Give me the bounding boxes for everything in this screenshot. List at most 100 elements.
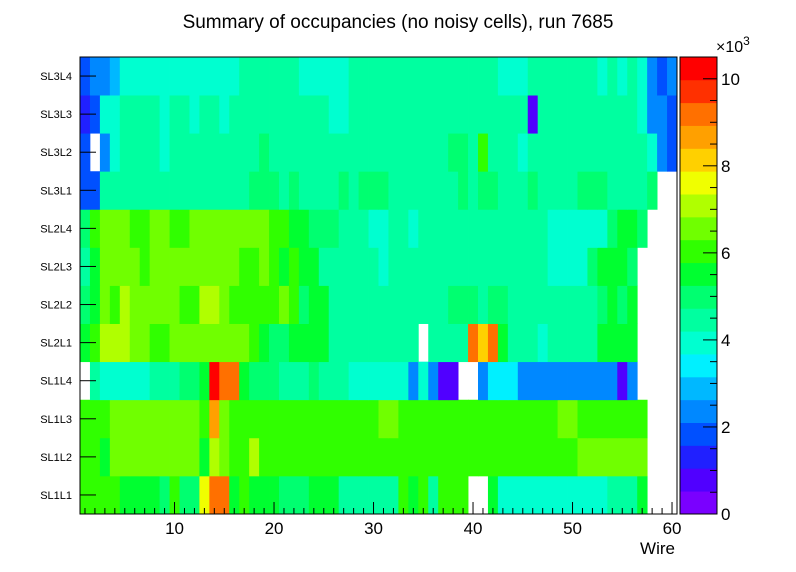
heatmap-cell [597,437,608,477]
heatmap-cell [139,323,151,363]
heatmap-cell [328,399,340,439]
heatmap-cell [547,247,558,286]
heatmap-cell [597,247,608,286]
heatmap-cell [358,437,369,477]
heatmap-cell [219,285,230,324]
heatmap-cell [209,57,220,96]
heatmap-cell [388,95,399,134]
heatmap-cell [617,247,628,286]
heatmap-cell [378,95,389,134]
heatmap-cell [487,95,499,134]
heatmap-cell [487,323,499,363]
heatmap-cell [298,437,310,477]
heatmap-cell [398,285,409,324]
heatmap-cell [288,95,300,134]
heatmap-cell [458,285,469,324]
heatmap-cell [288,209,300,248]
heatmap-cell [219,95,230,134]
heatmap-cell [557,57,568,96]
heatmap-cell [517,361,529,401]
heatmap-cell [179,247,190,286]
colorbar: 0 2 4 6 8 10 [679,56,740,524]
heatmap-cell [607,171,618,210]
heatmap-cell [308,437,320,477]
heatmap-cell [647,171,658,210]
heatmap-cell [318,285,330,324]
heatmap-cell [229,57,240,96]
heatmap-cell [418,171,429,210]
heatmap-cell [109,95,121,134]
heatmap-cell [517,133,529,172]
heatmap-cell [109,133,121,172]
heatmap-cell [139,285,151,324]
heatmap-cell [159,475,170,515]
heatmap-cell [448,57,459,96]
heatmap-cell [388,57,399,96]
heatmap-cell [318,475,330,515]
heatmap-cell [109,399,121,439]
heatmap-cell [507,361,519,401]
heatmap-cell [229,475,240,515]
heatmap-cell [249,323,260,363]
heatmap-cell [229,171,240,210]
heatmap-cell [458,437,469,477]
colorbar-segment [680,491,717,515]
x-axis-label: Wire [640,539,675,558]
heatmap-cell [358,323,369,363]
heatmap-cell [517,285,529,324]
heatmap-cell [139,95,151,134]
heatmap-cell [478,247,489,286]
heatmap-cell [478,57,489,96]
heatmap-cell [607,209,618,248]
heatmap-cell [318,437,330,477]
heatmap-cell [368,361,379,401]
heatmap-cell [119,437,131,477]
heatmap-cell [288,361,300,401]
heatmap-cell [249,209,260,248]
heatmap-cell [378,171,389,210]
heatmap-cell [378,285,389,324]
heatmap-cell [507,171,519,210]
heatmap-cell [129,171,141,210]
heatmap-cell [279,285,290,324]
heatmap-cell [627,133,638,172]
heatmap-cell [239,95,250,134]
heatmap-cell [279,437,290,477]
colorbar-segment [680,422,717,446]
heatmap-cell [328,361,340,401]
heatmap-cell [129,437,141,477]
heatmap-cell [378,57,389,96]
heatmap-cell [567,285,578,324]
heatmap-cell [239,247,250,286]
heatmap-cell [239,133,250,172]
heatmap-cell [607,323,618,363]
heatmap-cell [149,209,160,248]
heatmap-cell [428,171,439,210]
heatmap-cell [199,247,210,286]
heatmap-cell [159,247,170,286]
heatmap-cell [199,323,210,363]
colorbar-segment [680,376,717,401]
heatmap-cell [189,475,200,515]
heatmap-cell [149,437,160,477]
heatmap-cell [487,209,499,248]
heatmap-cell [438,475,449,515]
heatmap-cell [279,247,290,286]
heatmap-cell [189,323,200,363]
heatmap-cell [249,361,260,401]
heatmap-cell [537,437,549,477]
heatmap-cell [288,475,300,515]
heatmap-cell [388,209,399,248]
heatmap-cell [279,399,290,439]
heatmap-cell [308,361,320,401]
heatmap-cell [269,323,280,363]
heatmap-cell [209,285,220,324]
heatmap-cell [209,209,220,248]
heatmap-cell [557,475,568,515]
heatmap-cell [617,323,628,363]
heatmap-cell [637,209,648,248]
heatmap-cell [159,399,170,439]
heatmap-cell [338,171,350,210]
heatmap-cell [99,475,111,515]
heatmap-cell [408,437,419,477]
